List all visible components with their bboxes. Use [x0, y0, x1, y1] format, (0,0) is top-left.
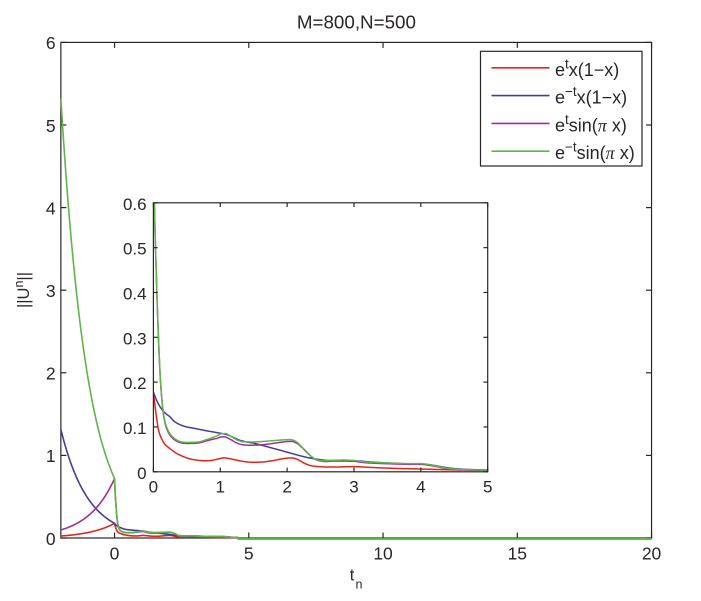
svg-text:0: 0 [110, 543, 120, 563]
svg-text:20: 20 [642, 543, 662, 563]
svg-text:0: 0 [46, 529, 56, 549]
svg-text:15: 15 [508, 543, 527, 563]
svg-text:5: 5 [244, 543, 254, 563]
svg-text:n: n [356, 578, 363, 592]
svg-text:0.3: 0.3 [123, 329, 147, 348]
svg-text:2: 2 [282, 478, 291, 497]
svg-text:e−tsin(π x): e−tsin(π x) [555, 140, 635, 164]
svg-text:2: 2 [46, 364, 56, 384]
svg-text:1: 1 [46, 446, 56, 466]
svg-text:0.5: 0.5 [123, 240, 147, 259]
svg-text:t: t [350, 567, 355, 585]
svg-text:5: 5 [483, 478, 492, 497]
svg-text:0: 0 [149, 478, 158, 497]
svg-text:0: 0 [137, 464, 146, 483]
svg-text:3: 3 [46, 281, 56, 301]
svg-text:5: 5 [46, 116, 56, 136]
svg-text:||Un||: ||Un|| [12, 272, 33, 308]
svg-text:0.4: 0.4 [123, 284, 147, 303]
svg-text:0.1: 0.1 [123, 419, 147, 438]
svg-text:4: 4 [416, 478, 425, 497]
svg-text:M=800,N=500: M=800,N=500 [297, 12, 416, 33]
svg-text:0.6: 0.6 [123, 195, 147, 214]
svg-text:4: 4 [46, 198, 56, 218]
svg-text:etsin(π x): etsin(π x) [555, 112, 627, 136]
svg-text:6: 6 [46, 33, 56, 53]
svg-text:e−tx(1−x): e−tx(1−x) [555, 84, 627, 108]
svg-text:0.2: 0.2 [123, 374, 147, 393]
svg-text:etx(1−x): etx(1−x) [555, 56, 619, 80]
svg-text:3: 3 [349, 478, 358, 497]
svg-text:1: 1 [216, 478, 225, 497]
svg-text:10: 10 [373, 543, 393, 563]
